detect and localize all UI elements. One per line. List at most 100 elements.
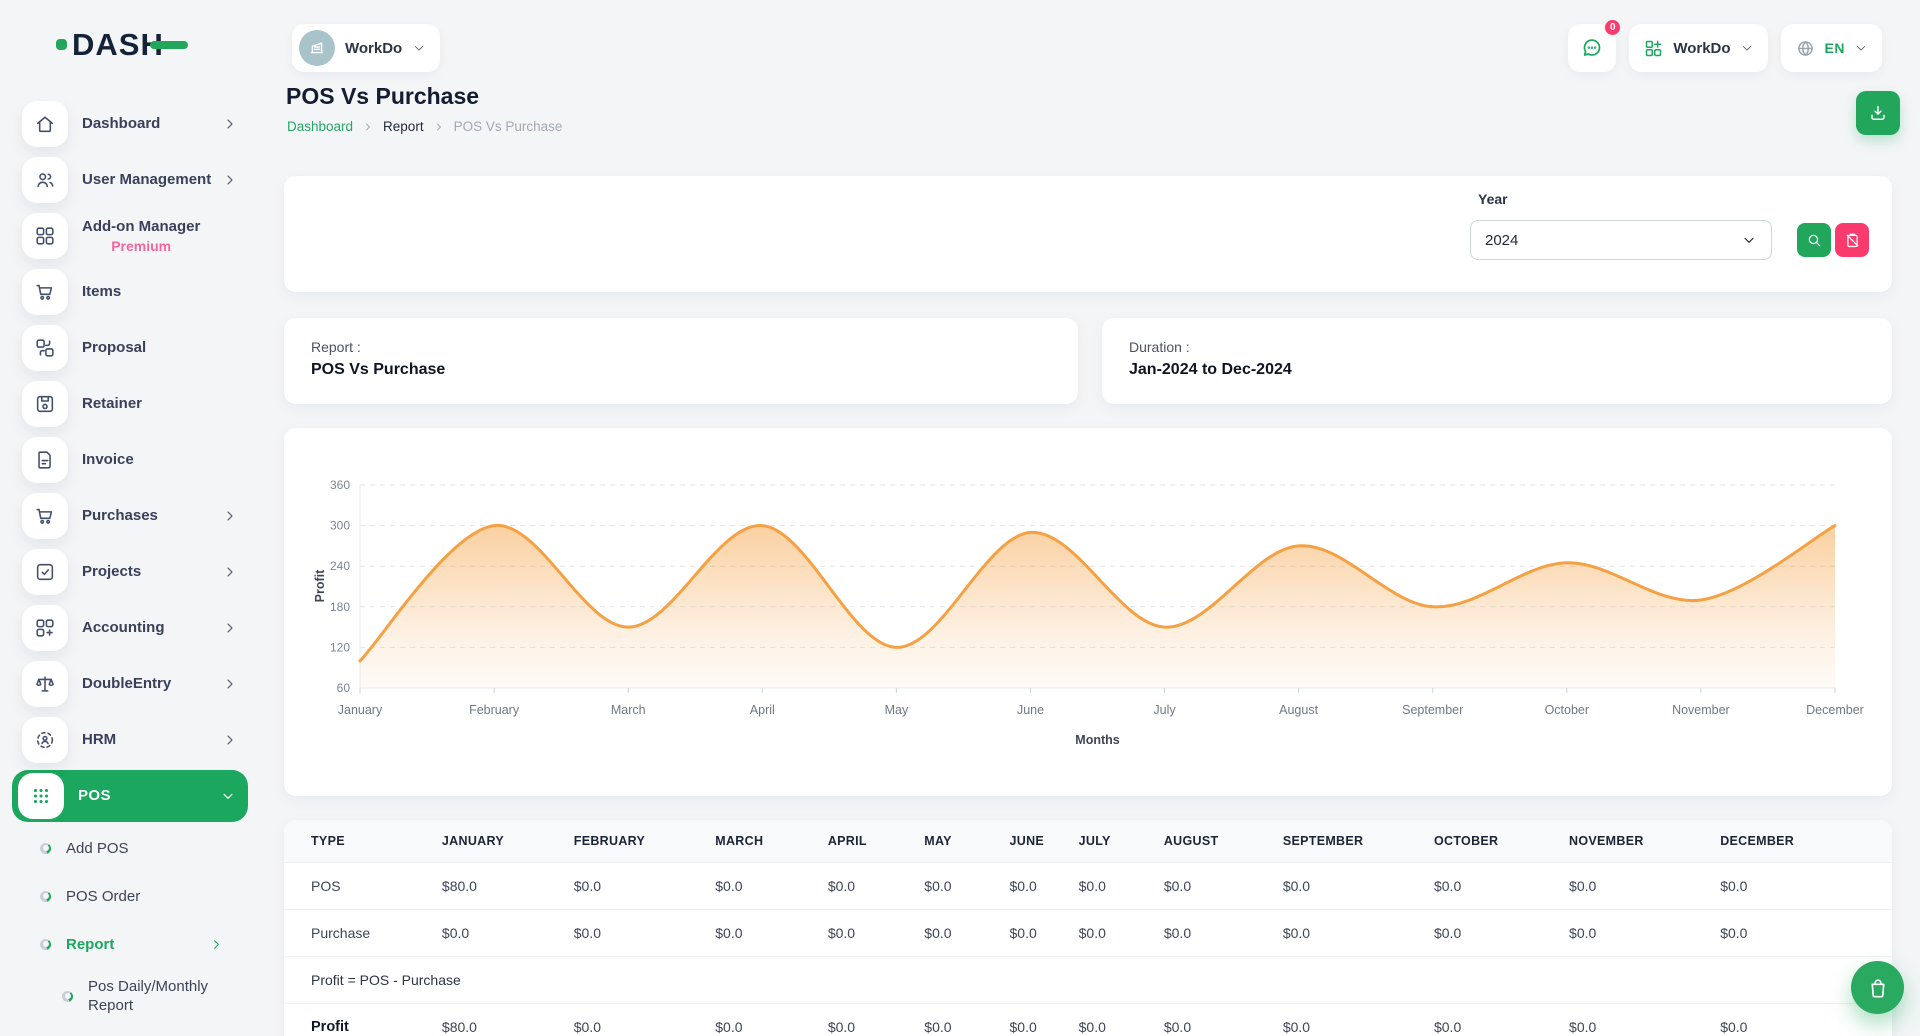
globe-icon (1795, 38, 1816, 59)
svg-text:May: May (885, 703, 909, 717)
table-cell: $0.0 (1153, 909, 1273, 957)
sidebar-item-dashboard[interactable]: Dashboard (0, 96, 260, 152)
bullet-icon (40, 938, 51, 950)
sidebar-item-projects[interactable]: Projects (0, 544, 260, 600)
duration-label: Duration : (1129, 339, 1190, 355)
bullet-icon (62, 990, 73, 1002)
sidebar-item-proposal[interactable]: Proposal (0, 320, 260, 376)
sidebar-icon-box (22, 213, 68, 259)
table-cell: $0.0 (1068, 1003, 1154, 1036)
sidebar-item-accounting[interactable]: Accounting (0, 600, 260, 656)
sidebar-icon-box (22, 717, 68, 763)
sidebar-icon-box (22, 661, 68, 707)
year-select[interactable]: 2024 (1470, 220, 1772, 260)
table-cell-type: POS (284, 862, 432, 910)
table-column-header: FEBRUARY (563, 820, 706, 863)
sidebar-item-label: Proposal (82, 339, 147, 356)
table-cell: $0.0 (563, 909, 706, 957)
page-title: POS Vs Purchase (286, 83, 480, 109)
table-cell: $0.0 (817, 909, 915, 957)
breadcrumb-report[interactable]: Report (383, 119, 424, 134)
table-column-header: TYPE (284, 820, 432, 863)
table-cell: $0.0 (1068, 862, 1154, 910)
table-column-header: NOVEMBER (1559, 820, 1711, 863)
sidebar-icon-box (22, 605, 68, 651)
svg-text:360: 360 (330, 478, 350, 492)
chevron-right-icon (222, 620, 238, 636)
chevron-down-icon (1740, 41, 1754, 55)
sidebar-item-purchases[interactable]: Purchases (0, 488, 260, 544)
table-column-header: MAY (914, 820, 1000, 863)
sidebar-subitem-add-pos[interactable]: Add POS (0, 824, 260, 872)
sidebar-item-user-management[interactable]: User Management (0, 152, 260, 208)
logo-bar (149, 41, 188, 49)
chevron-right-icon (209, 937, 224, 952)
sidebar-subitem-label: Add POS (66, 839, 129, 857)
table-column-header: OCTOBER (1423, 820, 1560, 863)
svg-text:October: October (1545, 703, 1589, 717)
workspace-pill[interactable]: WorkDo (292, 24, 441, 72)
workspace-switcher[interactable]: WorkDo (1629, 24, 1768, 72)
language-switcher[interactable]: EN (1780, 24, 1882, 72)
sidebar-subitem-report[interactable]: Report (0, 920, 260, 968)
logo-dot (56, 38, 67, 50)
sidebar-item-doubleentry[interactable]: DoubleEntry (0, 656, 260, 712)
table-cell: $0.0 (1423, 909, 1560, 957)
svg-text:60: 60 (337, 681, 351, 695)
proposal-icon (34, 337, 56, 359)
breadcrumb-dashboard[interactable]: Dashboard (287, 119, 354, 134)
pos-cart-fab[interactable] (1851, 961, 1904, 1014)
sidebar-subitem-label: Pos Daily/Monthly Report (88, 977, 209, 1015)
sidebar-icon-box (22, 157, 68, 203)
table-cell: $0.0 (1710, 862, 1892, 910)
language-label: EN (1824, 40, 1845, 56)
table-cell: $0.0 (914, 1003, 1000, 1036)
sidebar-item-label: Purchases (82, 507, 158, 524)
report-value: POS Vs Purchase (311, 361, 446, 378)
sidebar: DASH Dashboard User Management Add-on Mana… (0, 0, 260, 1036)
sidebar-item-label: User Management (82, 171, 212, 188)
app-logo[interactable]: DASH (56, 26, 188, 62)
sidebar-item-items[interactable]: Items (0, 264, 260, 320)
search-button[interactable] (1797, 223, 1831, 257)
search-icon (1806, 232, 1823, 249)
sidebar-icon-box (22, 437, 68, 483)
download-button[interactable] (1856, 91, 1900, 135)
scales-icon (34, 673, 56, 695)
table-cell: $0.0 (1423, 862, 1560, 910)
sidebar-subitem-pos-daily-monthly-report[interactable]: Pos Daily/Monthly Report (0, 968, 260, 1024)
cart-icon (34, 281, 56, 303)
table-cell: $0.0 (563, 862, 706, 910)
profit-chart-card: 360 300 240 180 120 60 January February March Apr… (284, 428, 1892, 796)
chat-button[interactable]: 0 (1568, 18, 1623, 72)
chat-badge: 0 (1603, 18, 1623, 37)
users-icon (34, 169, 56, 191)
sidebar-item-label: DoubleEntry (82, 675, 172, 692)
table-cell: $0.0 (705, 909, 818, 957)
chevron-down-icon (412, 41, 426, 55)
top-actions: 0 WorkDo EN (1568, 18, 1882, 72)
table-cell: $0.0 (1153, 1003, 1273, 1036)
reset-button[interactable] (1835, 223, 1869, 257)
table-cell: $0.0 (914, 862, 1000, 910)
sidebar-item-label: Add-on Manager (82, 218, 201, 235)
sidebar-item-add-on-manager[interactable]: Add-on Manager Premium (0, 208, 260, 264)
table-row-purchase: Purchase $0.0 $0.0 $0.0 $0.0 $0.0 $0.0 $0.0 $0.0… (284, 909, 1892, 957)
table-column-header: JUNE (999, 820, 1069, 863)
workspace-avatar (299, 30, 335, 66)
table-note: Profit = POS - Purchase (284, 956, 1892, 1004)
sidebar-item-hrm[interactable]: HRM (0, 712, 260, 768)
shopping-bag-icon (1866, 976, 1890, 1000)
sidebar-item-label: Accounting (82, 619, 165, 636)
sidebar-item-retainer[interactable]: Retainer (0, 376, 260, 432)
workspace-pill-label: WorkDo (345, 39, 403, 57)
breadcrumb-current: POS Vs Purchase (453, 119, 563, 134)
table-cell: $80.0 (431, 862, 564, 910)
sidebar-subitem-pos-order[interactable]: POS Order (0, 872, 260, 920)
sidebar-item-invoice[interactable]: Invoice (0, 432, 260, 488)
chevron-right-icon (222, 732, 238, 748)
sidebar-item-pos[interactable]: POS (12, 770, 248, 822)
table-column-header: DECEMBER (1710, 820, 1892, 863)
sidebar-item-label: Invoice (82, 451, 134, 468)
table-cell: $0.0 (999, 909, 1069, 957)
